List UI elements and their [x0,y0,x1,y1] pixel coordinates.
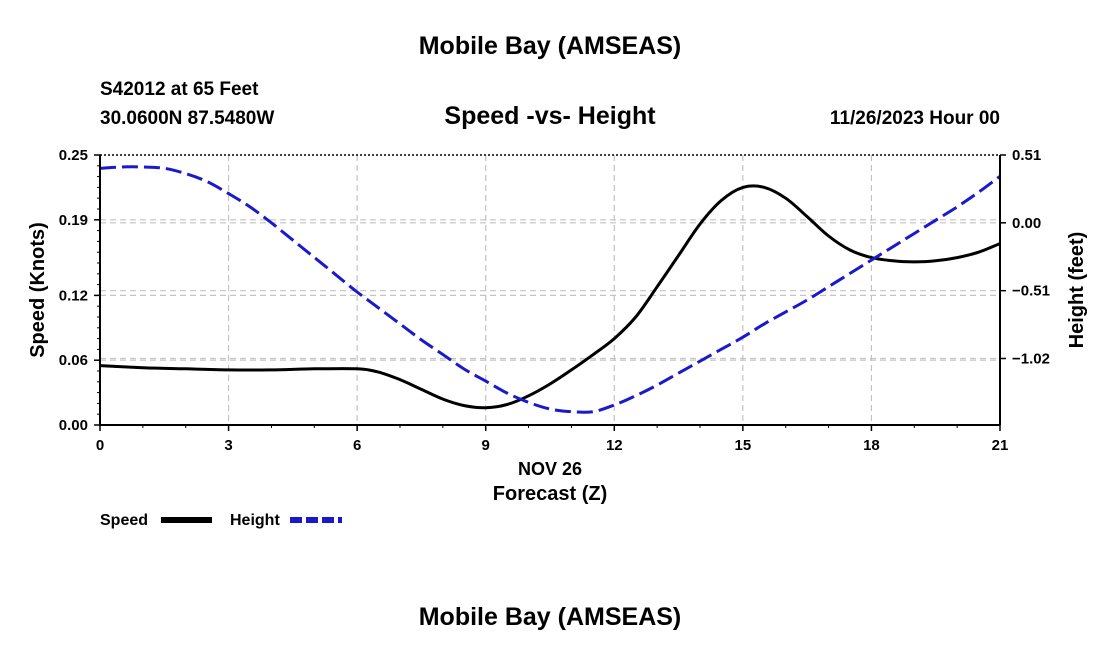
y-left-tick-label-2: 0.12 [59,287,88,304]
x-tick-label-21: 21 [992,437,1009,454]
legend: Speed Height [100,512,342,529]
y-left-tick-label-1: 0.06 [59,352,88,369]
x-tick-label-9: 9 [482,437,490,454]
y-right-tick-label-3: 0.51 [1012,147,1041,164]
legend-label-height: Height [230,512,280,529]
x-tick-label-6: 6 [353,437,361,454]
y-left-tick-label-0: 0.00 [59,417,88,434]
y-right-tick-label-0: −1.02 [1012,350,1050,367]
series-line-height [99,165,1001,414]
forecast-datetime: 11/26/2023 Hour 00 [830,108,1000,129]
legend-label-speed: Speed [100,512,148,529]
station-coordinates: 30.0600N 87.5480W [100,108,274,129]
x-tick-label-12: 12 [606,437,623,454]
x-axis-label: Forecast (Z) [493,483,607,505]
series-layer [99,165,1001,414]
x-axis-date-label: NOV 26 [518,459,582,479]
y-left-tick-label-4: 0.25 [59,147,88,164]
x-tick-label-15: 15 [735,437,752,454]
tick-labels: 0 3 6 9 12 15 18 21 0.00 0.06 0.12 0.19 0.25 −1.02 −0.… [59,147,1050,454]
y-left-tick-label-3: 0.19 [59,212,88,229]
plot-axes [94,154,1006,431]
x-tick-label-0: 0 [96,437,104,454]
chart-title: Speed -vs- Height [444,102,656,130]
page-title-top: Mobile Bay (AMSEAS) [419,32,682,60]
page-title-bottom: Mobile Bay (AMSEAS) [419,603,682,631]
x-tick-label-18: 18 [863,437,880,454]
y-right-tick-label-1: −0.51 [1012,283,1050,300]
station-id: S42012 at 65 Feet [100,79,259,100]
y-axis-left-label: Speed (Knots) [27,222,49,358]
y-right-tick-label-2: 0.00 [1012,215,1041,232]
y-axis-right-label: Height (feet) [1066,232,1088,349]
x-tick-label-3: 3 [224,437,232,454]
series-line-speed [99,184,1001,410]
grid-lines [100,155,1000,425]
